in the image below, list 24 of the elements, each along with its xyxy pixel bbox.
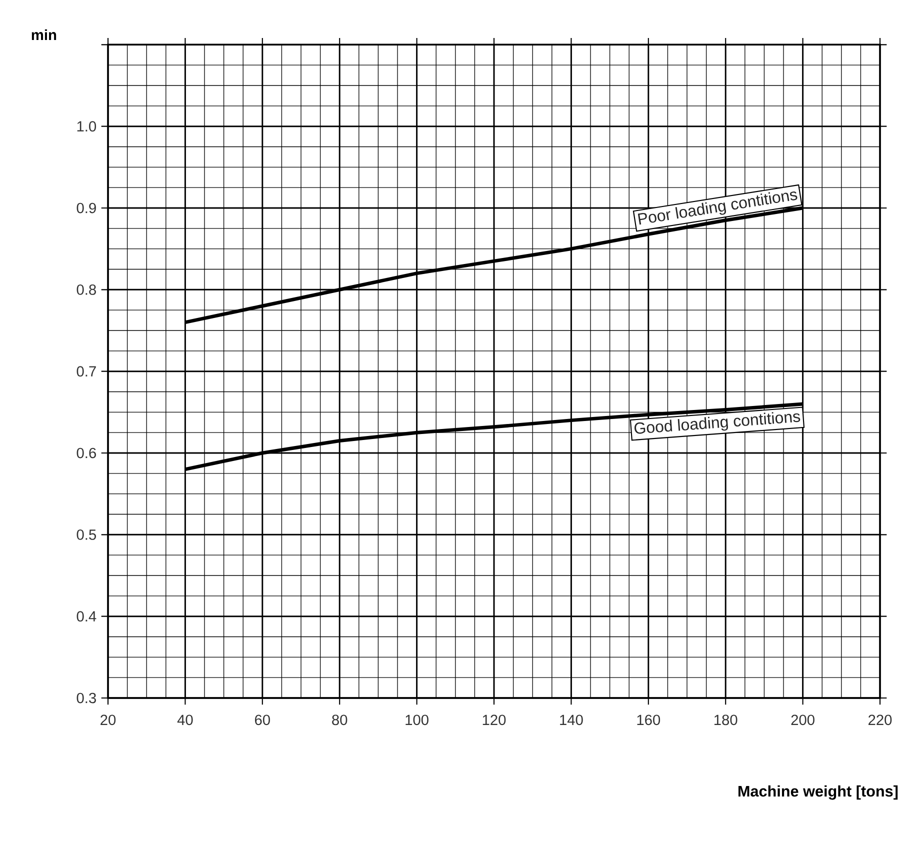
x-axis-title: Machine weight [tons] bbox=[738, 785, 898, 800]
x-tick-label: 40 bbox=[177, 714, 193, 726]
x-tick-label: 160 bbox=[637, 714, 660, 726]
y-tick-label: 0.8 bbox=[76, 284, 96, 295]
y-tick-label: 0.7 bbox=[76, 366, 96, 377]
x-tick-label: 140 bbox=[560, 714, 583, 726]
y-tick-label: 0.4 bbox=[76, 611, 96, 622]
x-tick-label: 180 bbox=[714, 714, 738, 726]
y-axis-title: min bbox=[32, 29, 56, 40]
x-tick-label: 200 bbox=[791, 714, 814, 726]
y-tick-label: 0.3 bbox=[76, 692, 96, 704]
y-tick-label: 0.9 bbox=[76, 202, 96, 214]
x-tick-label: 60 bbox=[255, 714, 270, 726]
y-tick-label: 0.6 bbox=[76, 448, 96, 458]
y-tick-label: 1.0 bbox=[77, 121, 96, 132]
line-series bbox=[183, 402, 805, 472]
series-label: Good loading contitions bbox=[634, 412, 800, 434]
y-tick-label: 0.5 bbox=[76, 529, 96, 540]
x-tick-label: 120 bbox=[482, 714, 506, 726]
text: Poor loading contitions bbox=[638, 192, 798, 225]
x-tick-label: 80 bbox=[332, 714, 348, 726]
x-tick-label: 100 bbox=[406, 714, 428, 726]
x-tick-label: 20 bbox=[100, 714, 116, 726]
x-tick-label: 220 bbox=[868, 714, 892, 726]
